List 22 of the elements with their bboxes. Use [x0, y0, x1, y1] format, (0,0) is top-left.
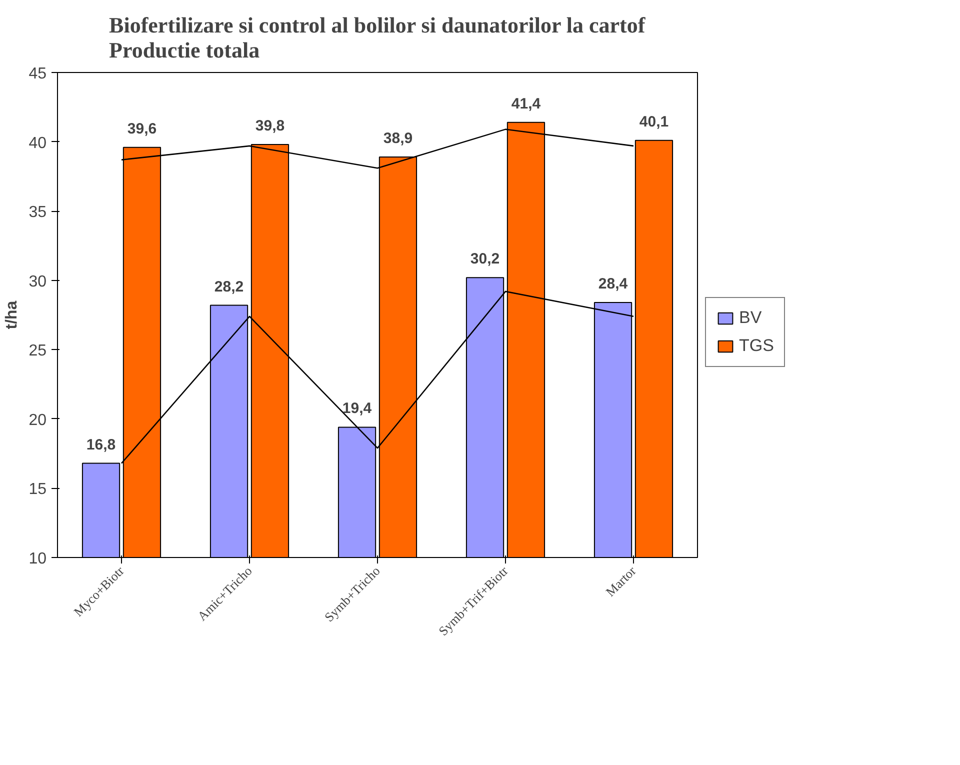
data-label: 28,2: [214, 278, 244, 296]
data-label: 28,4: [598, 276, 628, 293]
data-label: 39,8: [255, 118, 285, 135]
y-tick-label: 10: [28, 550, 47, 568]
y-tick-label: 15: [28, 481, 47, 498]
y-tick-label: 45: [28, 66, 47, 82]
data-label: 16,8: [86, 436, 116, 454]
y-tick-label: 30: [28, 273, 47, 290]
data-label: 40,1: [639, 113, 669, 130]
legend-label: BV: [739, 308, 762, 328]
data-label: 19,4: [342, 400, 372, 418]
y-tick-label: 35: [28, 204, 47, 222]
y-tick-label: 20: [28, 412, 47, 429]
data-label: 39,6: [127, 120, 157, 138]
data-label: 41,4: [511, 95, 542, 112]
data-label: 30,2: [470, 250, 500, 268]
data-label: 38,9: [383, 130, 413, 148]
chart-title: Biofertilizare si control al bolilor si daunatorilor la cartof Productie totala: [109, 12, 646, 62]
legend-label: TGS: [739, 336, 774, 356]
y-tick-label: 25: [28, 342, 47, 360]
y-tick-label: 40: [28, 134, 47, 152]
y-axis-title: t/ha: [4, 300, 21, 330]
